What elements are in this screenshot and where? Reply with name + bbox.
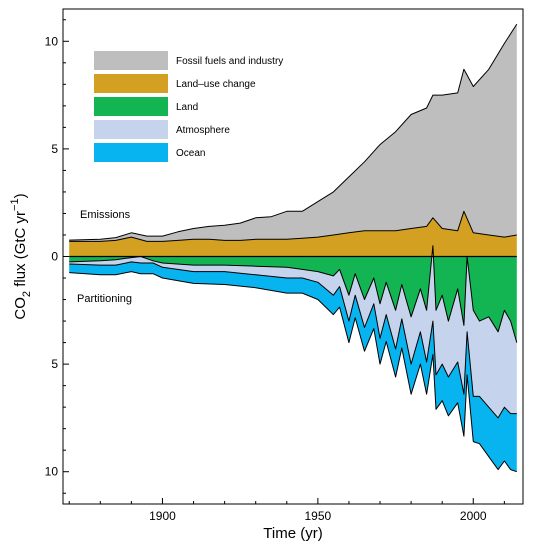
- atmosphere-area: [69, 245, 517, 418]
- partitioning-annotation: Partitioning: [77, 293, 132, 305]
- legend-label-ocean: Ocean: [176, 148, 205, 159]
- legend-label-land: Land: [176, 102, 198, 113]
- legend: Fossil fuels and industry Land–use change…: [94, 51, 283, 162]
- y-tick-label: 10: [45, 34, 59, 48]
- fossil-area: [69, 24, 517, 242]
- land-area: [69, 245, 517, 343]
- area-outlines: [69, 23, 518, 473]
- y-axis-ticks: 10 5 0 5 10: [45, 19, 69, 494]
- legend-swatch-fossil: [94, 51, 168, 70]
- emissions-annotation: Emissions: [80, 209, 131, 221]
- land-outline: [69, 245, 518, 343]
- y-axis-label: CO2 flux (GtC yr−1): [9, 193, 33, 319]
- atmosphere-outline: [69, 261, 517, 419]
- y-tick-label: 5: [51, 142, 58, 156]
- legend-swatch-landuse: [94, 74, 168, 93]
- stacked-areas: [69, 24, 517, 472]
- landuse-area: [69, 211, 517, 257]
- x-tick-label: 1950: [305, 509, 332, 523]
- legend-label-fossil: Fossil fuels and industry: [176, 56, 283, 67]
- ocean-area: [69, 261, 517, 472]
- legend-label-atmosphere: Atmosphere: [176, 125, 230, 136]
- legend-swatch-land: [94, 97, 168, 116]
- legend-swatch-ocean: [94, 143, 168, 162]
- fossil-outline: [69, 23, 518, 241]
- x-axis-label: Time (yr): [263, 525, 322, 542]
- landuse-outline: [69, 210, 517, 242]
- legend-label-landuse: Land–use change: [176, 79, 256, 90]
- y-tick-label: 0: [51, 250, 58, 264]
- x-tick-label: 1900: [149, 509, 176, 523]
- x-tick-label: 2000: [460, 509, 487, 523]
- legend-swatch-atmosphere: [94, 120, 168, 139]
- y-tick-label: 5: [51, 357, 58, 371]
- ocean-outline: [69, 271, 517, 473]
- y-tick-label: 10: [45, 465, 59, 479]
- x-axis-ticks: 1900 1950 2000: [68, 498, 505, 523]
